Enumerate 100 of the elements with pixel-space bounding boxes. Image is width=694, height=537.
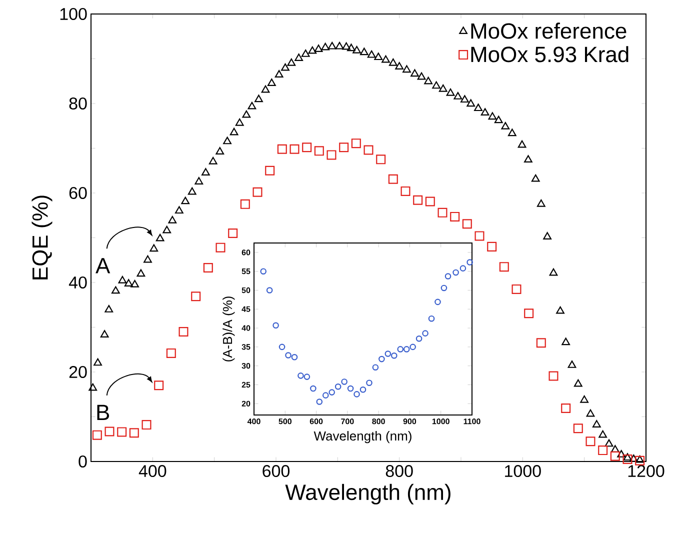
point	[191, 292, 201, 302]
y-tick-label: 50	[242, 287, 250, 294]
point	[403, 346, 410, 352]
point	[440, 284, 448, 292]
point	[285, 352, 292, 358]
point	[561, 403, 571, 413]
point	[240, 199, 250, 209]
point	[129, 428, 139, 438]
point	[434, 298, 441, 306]
y-tick-label: 35	[242, 344, 250, 350]
point	[410, 344, 416, 350]
y-axis-title: (A-B)/A (%)	[222, 296, 235, 362]
y-tick-label: 45	[242, 306, 250, 312]
point	[466, 259, 473, 266]
x-tick-label: 700	[341, 418, 354, 424]
point	[372, 364, 379, 371]
point	[400, 186, 410, 196]
x-tick-label: 1100	[464, 418, 480, 424]
x-tick-label: 400	[138, 465, 166, 478]
y-tick-label: 60	[69, 186, 87, 200]
point	[384, 350, 392, 357]
point	[166, 348, 176, 358]
point	[334, 383, 342, 390]
point	[277, 144, 287, 154]
point	[260, 268, 266, 274]
point	[278, 344, 286, 350]
point	[610, 451, 620, 461]
y-tick-label: 60	[242, 250, 250, 256]
legend-label: MoOx 5.93 Krad	[471, 46, 628, 62]
x-tick-label: 400	[247, 418, 260, 424]
point	[314, 146, 324, 156]
point	[304, 374, 310, 380]
point	[341, 378, 348, 385]
point	[272, 322, 279, 329]
x-tick-label: 600	[262, 465, 290, 478]
point	[416, 335, 422, 342]
x-axis-title: Wavelength (nm)	[314, 431, 412, 444]
point	[347, 385, 354, 392]
y-tick-label: 100	[60, 8, 87, 20]
point	[635, 456, 645, 466]
point	[512, 284, 522, 294]
point	[474, 231, 484, 241]
y-tick-label: 30	[242, 363, 250, 369]
point	[397, 346, 404, 352]
point	[413, 195, 423, 205]
point	[378, 356, 385, 362]
y-tick-label: 20	[69, 366, 87, 378]
point	[228, 228, 238, 238]
point	[586, 436, 596, 446]
point	[92, 430, 102, 440]
point	[351, 138, 361, 148]
annotation: A	[96, 258, 110, 274]
x-tick-label: 600	[310, 418, 323, 424]
point	[487, 242, 497, 252]
x-tick-label: 900	[403, 418, 416, 424]
point	[366, 380, 372, 386]
point	[422, 330, 428, 336]
point	[622, 454, 632, 464]
y-tick-label: 40	[242, 325, 250, 331]
point	[438, 208, 448, 218]
x-tick-label: 1200	[628, 465, 664, 478]
point	[499, 262, 509, 272]
point	[142, 420, 152, 430]
point	[290, 144, 300, 154]
point	[462, 219, 472, 229]
point	[322, 392, 329, 398]
point	[360, 386, 366, 393]
point	[524, 308, 534, 318]
point	[216, 242, 226, 252]
point	[117, 427, 127, 437]
y-tick-label: 25	[242, 382, 250, 388]
point	[104, 426, 114, 436]
point	[328, 389, 336, 396]
point	[203, 262, 213, 272]
point	[425, 196, 435, 206]
point	[291, 354, 298, 360]
point	[428, 315, 435, 322]
point	[388, 174, 398, 184]
point	[598, 446, 608, 456]
y-tick-label: 0	[78, 455, 87, 468]
annotation: B	[97, 404, 110, 420]
point	[326, 150, 336, 160]
point	[252, 187, 262, 197]
y-axis-title: EQE (%)	[32, 196, 52, 280]
point	[316, 398, 323, 405]
point	[178, 326, 188, 336]
point	[548, 371, 558, 381]
y-tick-label: 40	[68, 276, 87, 289]
point	[302, 142, 312, 152]
legend-label: MoOx reference	[471, 22, 626, 39]
point	[390, 352, 398, 359]
x-tick-label: 800	[372, 418, 385, 424]
point	[450, 212, 460, 222]
x-tick-label: 1000	[432, 418, 450, 424]
point	[364, 145, 374, 155]
point	[339, 142, 349, 152]
y-tick-label: 20	[242, 400, 250, 406]
point	[298, 372, 304, 379]
point	[460, 265, 466, 272]
x-axis-title: Wavelength (nm)	[285, 484, 450, 504]
